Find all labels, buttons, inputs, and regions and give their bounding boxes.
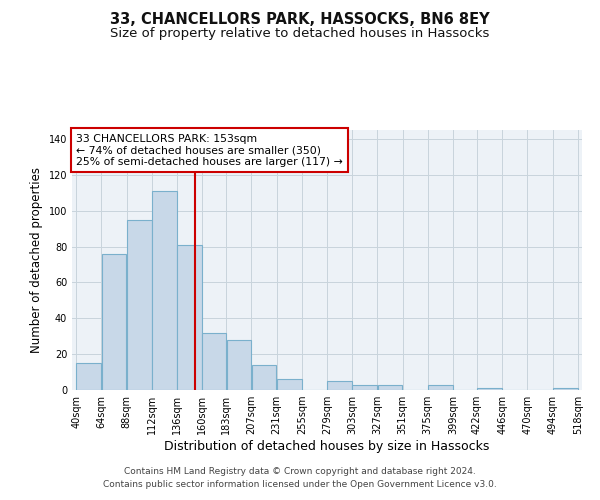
Bar	[327, 381, 352, 390]
Bar	[177, 245, 202, 390]
Text: 33, CHANCELLORS PARK, HASSOCKS, BN6 8EY: 33, CHANCELLORS PARK, HASSOCKS, BN6 8EY	[110, 12, 490, 28]
Text: Size of property relative to detached houses in Hassocks: Size of property relative to detached ho…	[110, 28, 490, 40]
Bar	[101, 254, 127, 390]
Bar	[277, 379, 302, 390]
Bar	[251, 365, 277, 390]
Bar	[478, 388, 502, 390]
Text: 33 CHANCELLORS PARK: 153sqm
← 74% of detached houses are smaller (350)
25% of se: 33 CHANCELLORS PARK: 153sqm ← 74% of det…	[76, 134, 343, 167]
Bar	[202, 332, 226, 390]
Bar	[428, 384, 452, 390]
Text: Contains public sector information licensed under the Open Government Licence v3: Contains public sector information licen…	[103, 480, 497, 489]
Bar	[152, 191, 176, 390]
Bar	[377, 384, 403, 390]
Y-axis label: Number of detached properties: Number of detached properties	[30, 167, 43, 353]
Bar	[352, 384, 377, 390]
Text: Contains HM Land Registry data © Crown copyright and database right 2024.: Contains HM Land Registry data © Crown c…	[124, 467, 476, 476]
Bar	[76, 363, 101, 390]
Bar	[127, 220, 152, 390]
Bar	[227, 340, 251, 390]
Bar	[553, 388, 578, 390]
X-axis label: Distribution of detached houses by size in Hassocks: Distribution of detached houses by size …	[164, 440, 490, 453]
